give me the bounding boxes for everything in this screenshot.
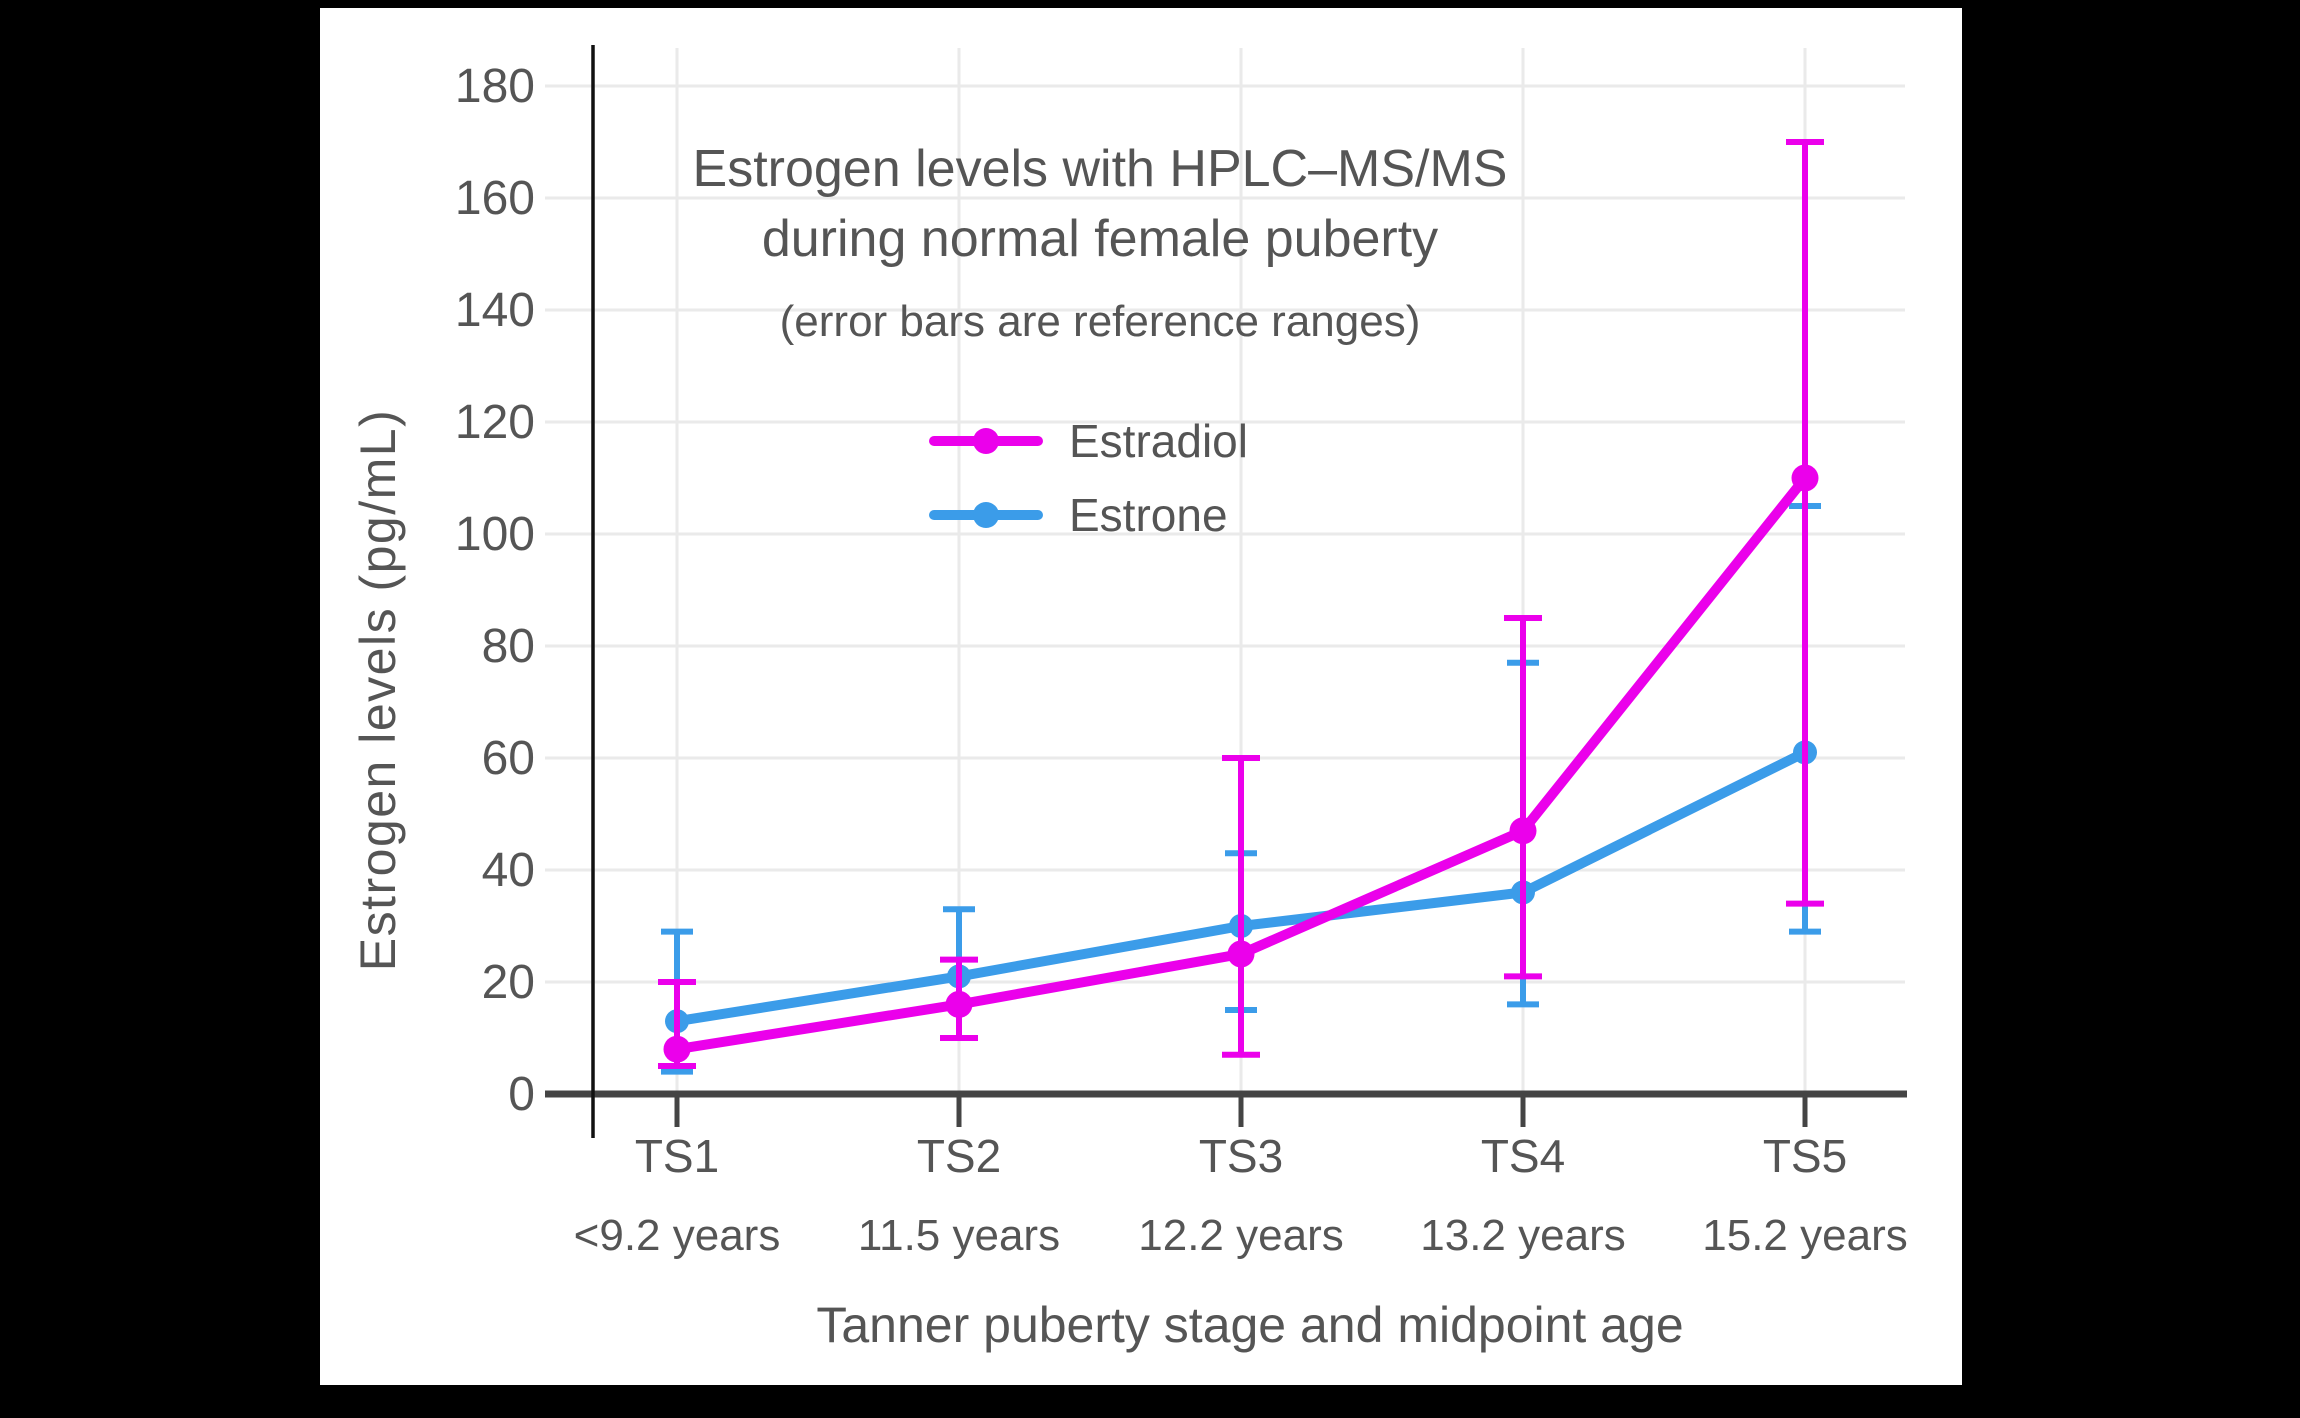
y-axis-title: Estrogen levels (pg/mL) [350,408,406,972]
x-tick-label: TS2 [917,1130,1001,1182]
y-tick-label: 180 [455,60,535,113]
legend-dot-icon [973,428,999,454]
x-age-label: 13.2 years [1420,1211,1625,1260]
x-tick-label: TS3 [1199,1130,1283,1182]
legend: Estradiol Estrone [929,404,1248,552]
data-point-estradiol [1509,817,1537,845]
y-tick-label: 100 [455,508,535,561]
chart-subtitle: (error bars are reference ranges) [779,297,1421,346]
x-age-label: <9.2 years [574,1211,781,1260]
data-point-estradiol [1227,940,1255,968]
x-age-label: 15.2 years [1702,1211,1907,1260]
legend-label-estrone: Estrone [1069,489,1228,541]
y-tick-label: 0 [508,1068,535,1121]
y-tick-label: 20 [482,956,535,1009]
x-age-label: 11.5 years [858,1211,1060,1260]
legend-dot-icon [973,502,999,528]
legend-swatch-estradiol [929,428,1043,454]
chart-title-line2: during normal female puberty [761,210,1439,268]
data-point-estradiol [1791,464,1819,492]
chart-panel: 0 20 40 60 80 100 120 140 160 180 TS1 TS2 TS3 TS4 TS5 <… [320,8,1962,1385]
plot-area: 0 20 40 60 80 100 120 140 160 180 TS1 TS2 TS3 TS4 TS5 <… [455,45,1908,1260]
legend-item-estrone: Estrone [929,478,1248,552]
legend-swatch-estrone [929,502,1043,528]
chart-title-block: Estrogen levels with HPLC–MS/MS during n… [600,134,1600,348]
x-tick-label: TS4 [1481,1130,1565,1182]
y-tick-label: 40 [482,844,535,897]
y-tick-label: 120 [455,396,535,449]
x-tick-label: TS5 [1763,1130,1847,1182]
y-tick-label: 140 [455,284,535,337]
x-tick-label: TS1 [635,1130,719,1182]
x-age-label: 12.2 years [1138,1211,1343,1260]
legend-label-estradiol: Estradiol [1069,415,1248,467]
legend-item-estradiol: Estradiol [929,404,1248,478]
y-tick-label: 160 [455,172,535,225]
chart-title-line1: Estrogen levels with HPLC–MS/MS [692,140,1508,198]
y-tick-label: 60 [482,732,535,785]
data-point-estradiol [945,990,973,1018]
y-tick-label: 80 [482,620,535,673]
data-point-estradiol [663,1035,691,1063]
x-axis-title: Tanner puberty stage and midpoint age [816,1297,1684,1353]
